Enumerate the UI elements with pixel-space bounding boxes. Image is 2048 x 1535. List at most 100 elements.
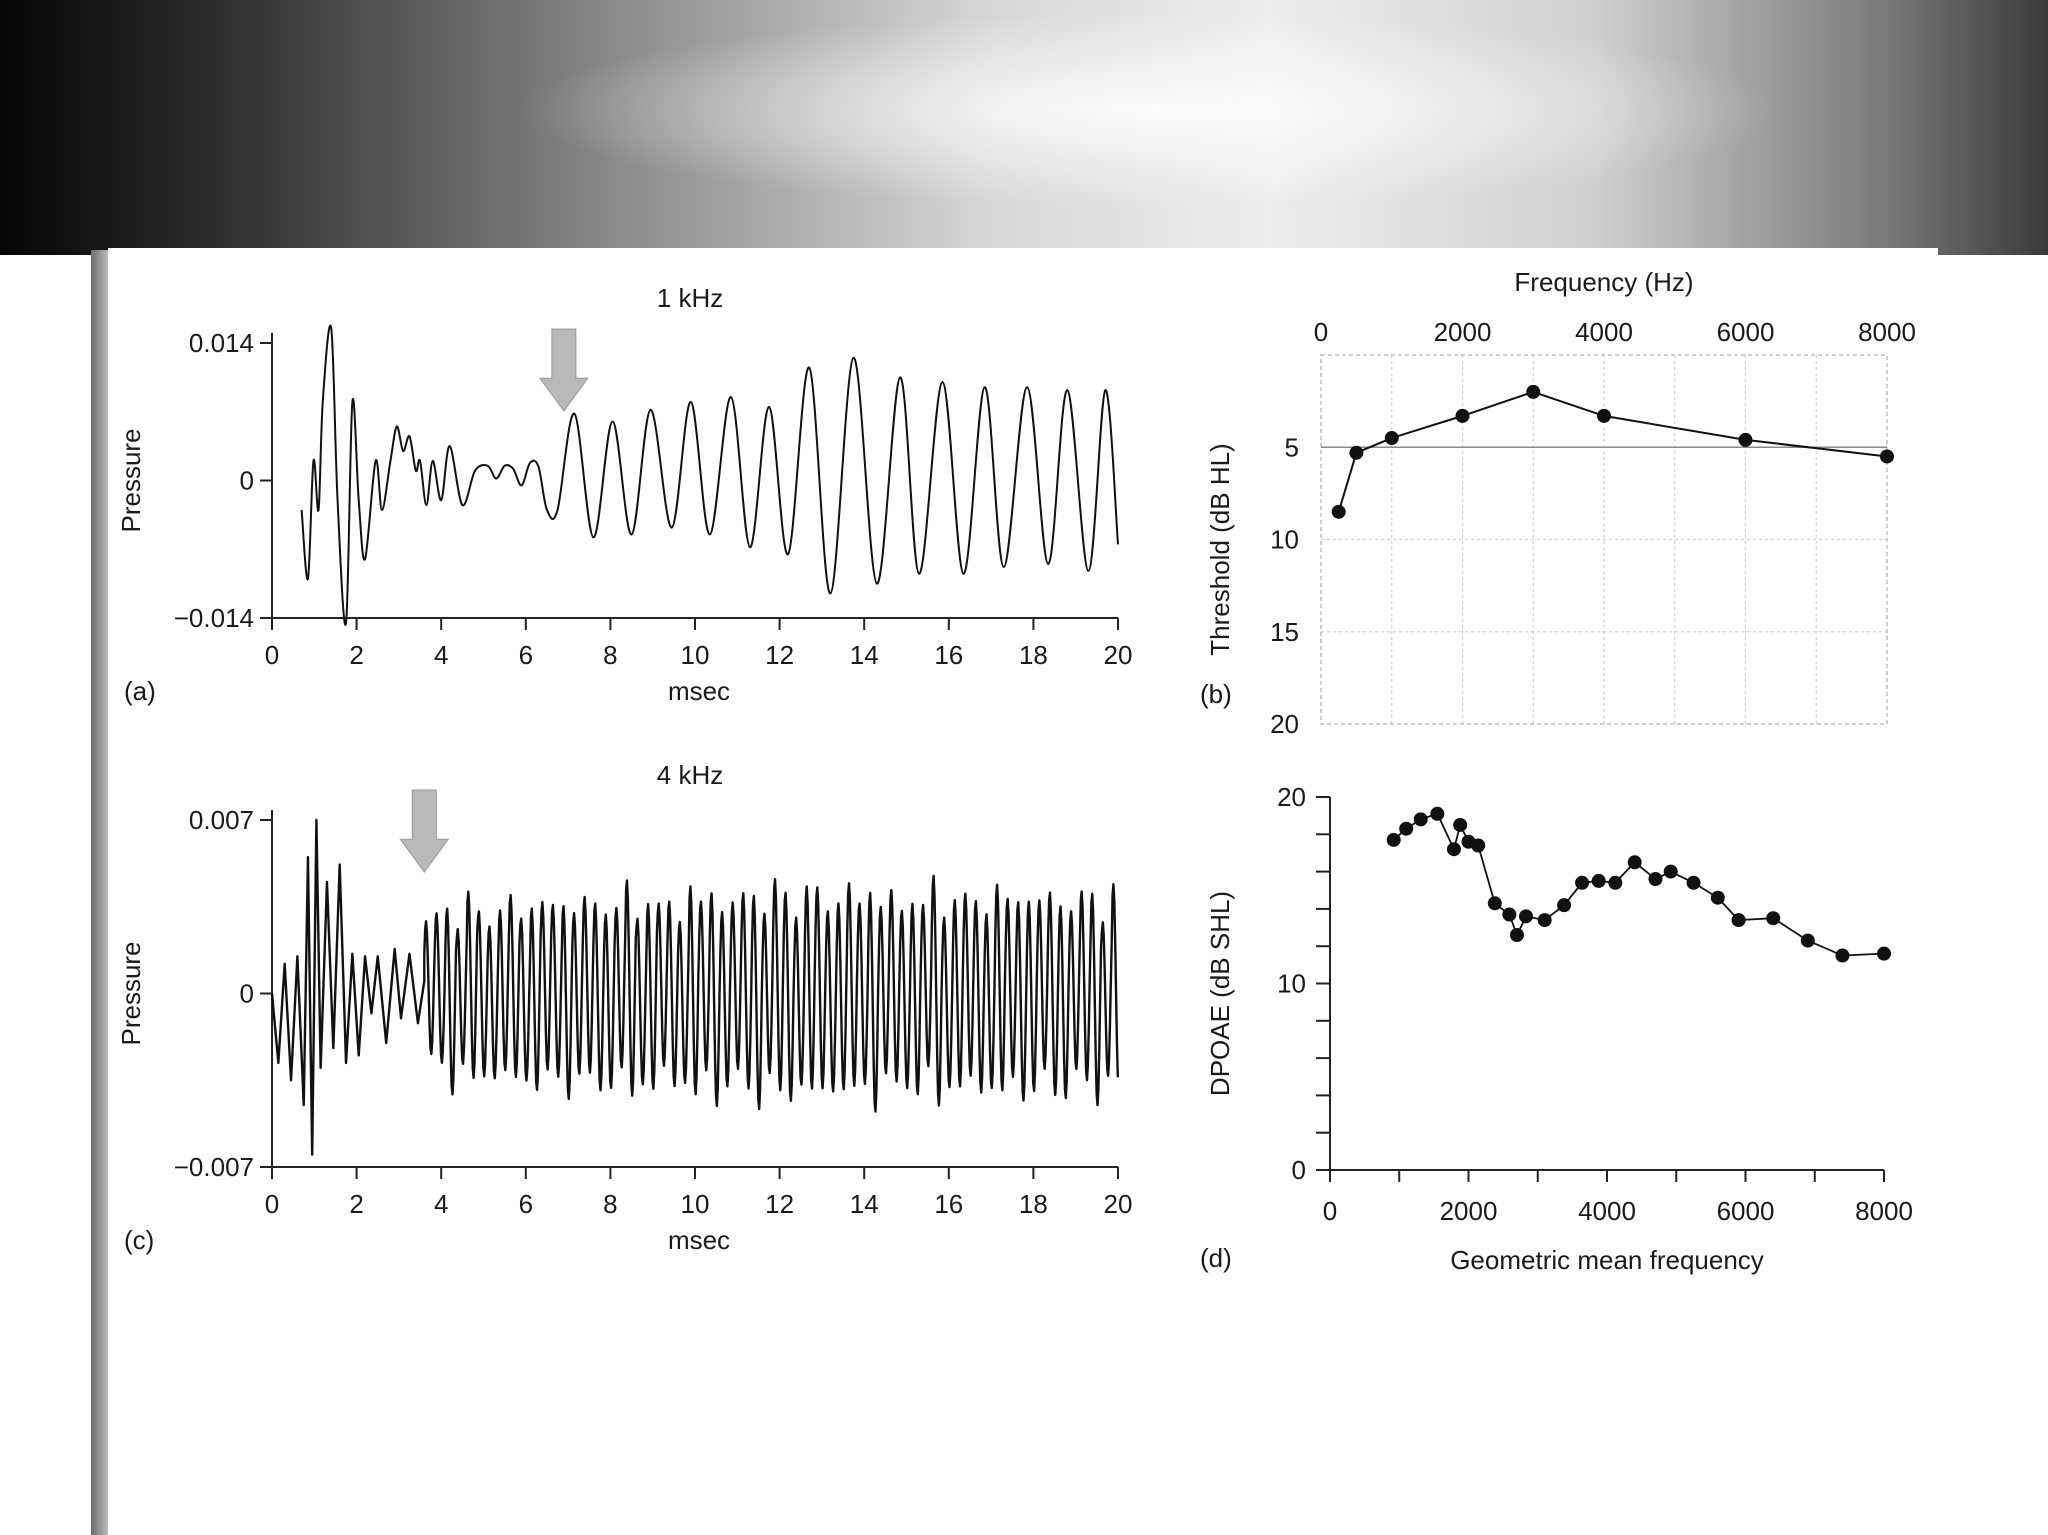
x-tick-label-c-10: 20 <box>1104 1189 1133 1219</box>
x-tick-label-c-4: 8 <box>603 1189 617 1219</box>
x-tick-label-b-0: 0 <box>1314 317 1328 347</box>
x-tick-label-c-1: 2 <box>349 1189 363 1219</box>
chart-title-c: 4 kHz <box>657 760 723 790</box>
y-axis-label-c: Pressure <box>116 941 146 1045</box>
dpoae-point-23 <box>1766 911 1781 926</box>
dpoae-point-3 <box>1430 806 1445 821</box>
slide-left-bar <box>91 250 108 1535</box>
plot-frame-b <box>1320 354 1888 725</box>
x-tick-label-c-7: 14 <box>850 1189 879 1219</box>
x-tick-label-d-3: 6000 <box>1717 1196 1775 1226</box>
x-tick-label-a-4: 8 <box>603 640 617 670</box>
x-tick-label-c-8: 16 <box>934 1189 963 1219</box>
dpoae-point-22 <box>1731 913 1746 928</box>
x-tick-label-d-2: 4000 <box>1578 1196 1636 1226</box>
x-tick-label-a-2: 4 <box>434 640 448 670</box>
dpoae-point-17 <box>1627 855 1642 870</box>
panel-label-d: (d) <box>1200 1243 1232 1273</box>
x-axis-label-c: msec <box>668 1225 730 1255</box>
x-tick-label-a-1: 2 <box>349 640 363 670</box>
x-axis-label-a: msec <box>668 676 730 706</box>
dpoae-point-24 <box>1800 933 1815 948</box>
dpoae-point-7 <box>1471 838 1486 853</box>
y-tick-label-c-1: 0 <box>240 979 254 1009</box>
x-tick-label-a-9: 18 <box>1019 640 1048 670</box>
figure-panel: 0 2 4 6 8 10 12 14 16 18 20 −0.014 0 0.014 1 kHz msec Pr… <box>108 248 1938 1535</box>
x-tick-label-c-0: 0 <box>265 1189 279 1219</box>
x-tick-label-d-1: 2000 <box>1440 1196 1498 1226</box>
y-tick-label-a-2: 0.014 <box>189 328 254 358</box>
x-tick-label-b-1: 2000 <box>1434 317 1492 347</box>
panel-label-b: (b) <box>1200 679 1232 709</box>
x-tick-label-a-8: 16 <box>934 640 963 670</box>
y-tick-label-a-0: −0.014 <box>174 603 254 633</box>
x-tick-label-b-3: 6000 <box>1717 317 1775 347</box>
dpoae-point-18 <box>1648 872 1663 887</box>
threshold-point-1 <box>1349 445 1364 460</box>
y-axis-label-d: DPOAE (dB SHL) <box>1205 891 1235 1096</box>
y-tick-label-b-3: 20 <box>1270 709 1299 739</box>
x-tick-label-c-9: 18 <box>1019 1189 1048 1219</box>
onset-arrow-c <box>399 789 450 873</box>
x-tick-label-c-5: 10 <box>681 1189 710 1219</box>
dpoae-point-10 <box>1509 928 1524 943</box>
threshold-point-0 <box>1331 504 1346 519</box>
panel-label-a: (a) <box>124 676 156 706</box>
dpoae-point-11 <box>1518 909 1533 924</box>
x-tick-label-c-3: 6 <box>519 1189 533 1219</box>
y-axis-label-a: Pressure <box>116 428 146 532</box>
y-tick-label-a-1: 0 <box>240 466 254 496</box>
x-axis-label-d: Geometric mean frequency <box>1450 1245 1764 1275</box>
threshold-point-4 <box>1526 384 1541 399</box>
dpoae-point-20 <box>1686 875 1701 890</box>
slide-header-banner <box>0 0 2048 255</box>
threshold-point-3 <box>1455 408 1470 423</box>
dpoae-point-12 <box>1537 913 1552 928</box>
dpoae-point-16 <box>1608 875 1623 890</box>
x-tick-label-a-10: 20 <box>1104 640 1133 670</box>
waveform-1khz <box>300 324 1119 626</box>
x-tick-label-d-4: 8000 <box>1855 1196 1913 1226</box>
dpoae-point-5 <box>1453 817 1468 832</box>
threshold-point-7 <box>1880 449 1894 464</box>
waveform-4khz <box>270 818 1120 1156</box>
y-tick-label-b-1: 10 <box>1270 525 1299 555</box>
y-tick-label-c-2: 0.007 <box>189 805 254 835</box>
y-tick-label-b-2: 15 <box>1270 617 1299 647</box>
y-tick-label-c-0: −0.007 <box>174 1152 254 1182</box>
x-tick-label-c-6: 12 <box>765 1189 794 1219</box>
x-tick-label-c-2: 4 <box>434 1189 448 1219</box>
x-tick-label-d-0: 0 <box>1323 1196 1337 1226</box>
dpoae-point-21 <box>1710 890 1725 905</box>
threshold-line <box>1337 390 1888 513</box>
x-tick-label-a-6: 12 <box>765 640 794 670</box>
threshold-point-6 <box>1738 432 1753 447</box>
dpoae-point-4 <box>1446 842 1461 857</box>
dpoae-point-19 <box>1663 864 1678 879</box>
dpoae-point-0 <box>1386 832 1401 847</box>
panel-label-c: (c) <box>124 1225 154 1255</box>
threshold-point-5 <box>1597 408 1611 423</box>
y-tick-label-d-0: 0 <box>1292 1155 1306 1185</box>
dpoae-point-9 <box>1502 907 1517 922</box>
x-tick-label-a-5: 10 <box>681 640 710 670</box>
dpoae-point-14 <box>1575 875 1590 890</box>
dpoae-point-26 <box>1877 946 1891 961</box>
dpoae-point-15 <box>1591 873 1606 888</box>
x-tick-label-a-7: 14 <box>850 640 879 670</box>
y-tick-label-b-0: 5 <box>1285 432 1299 462</box>
x-tick-label-a-3: 6 <box>519 640 533 670</box>
x-tick-label-b-2: 4000 <box>1575 317 1633 347</box>
dpoae-point-13 <box>1557 898 1572 913</box>
onset-arrow-a <box>538 328 589 412</box>
dpoae-point-2 <box>1413 812 1428 827</box>
x-tick-label-a-0: 0 <box>265 640 279 670</box>
dpoae-point-8 <box>1487 896 1502 911</box>
x-tick-label-b-4: 8000 <box>1858 317 1916 347</box>
chart-title-a: 1 kHz <box>657 283 723 313</box>
dpoae-point-1 <box>1399 821 1414 836</box>
y-tick-label-d-1: 10 <box>1277 969 1306 999</box>
y-tick-label-d-2: 20 <box>1277 782 1306 812</box>
threshold-point-2 <box>1384 431 1399 446</box>
